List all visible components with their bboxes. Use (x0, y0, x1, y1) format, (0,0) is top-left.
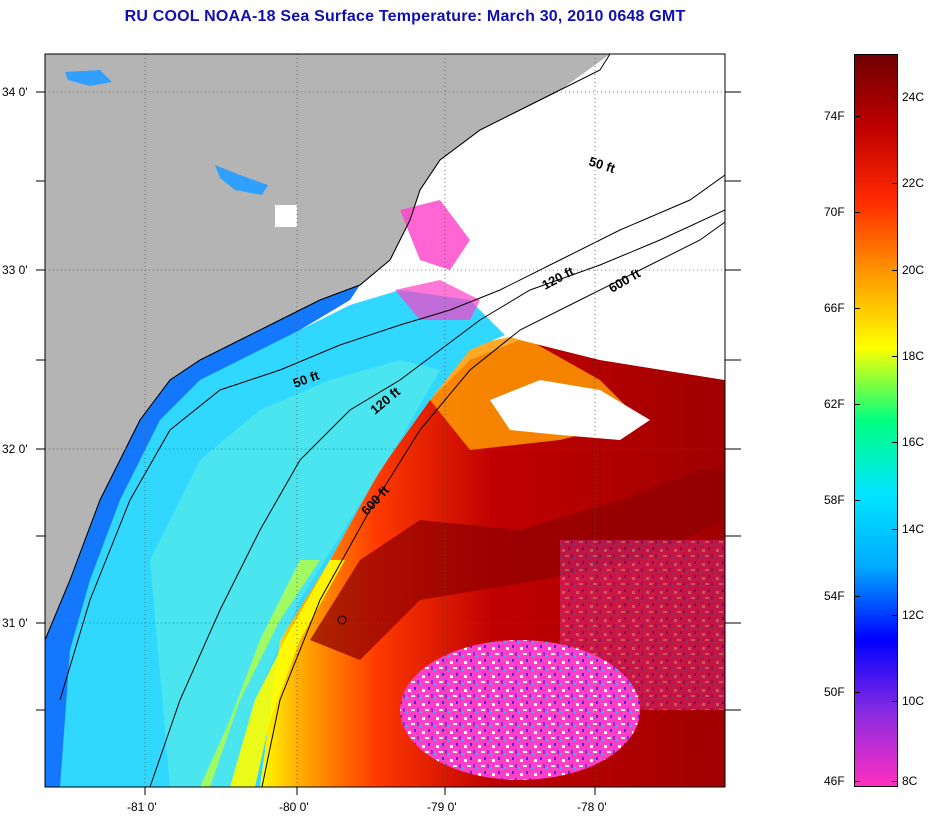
contour-50ft (59, 174, 725, 701)
colorbar-c-tick (892, 97, 898, 98)
colorbar-c-label: 8C (902, 774, 918, 788)
colorbar-f-tick (854, 596, 860, 597)
colorbar-f-label: 46F (824, 774, 845, 788)
colorbar (854, 54, 898, 787)
colorbar-c-tick (892, 269, 898, 271)
colorbar-c-label: 24C (902, 90, 925, 104)
colorbar-f-tick (854, 500, 860, 501)
lon-label-78: -78 0' (577, 800, 607, 814)
lon-label-81: -81 0' (127, 800, 157, 814)
colorbar-f-label: 50F (824, 685, 845, 699)
map-title: RU COOL NOAA-18 Sea Surface Temperature:… (124, 8, 686, 25)
colorbar-f-label: 58F (824, 493, 845, 507)
lat-label-34: 34 0' (2, 85, 28, 99)
lon-label-80: -80 0' (279, 800, 309, 814)
lon-label-79: -79 0' (427, 800, 457, 814)
colorbar-c-tick (892, 355, 898, 357)
colorbar-f-tick (854, 692, 860, 693)
colorbar-f-tick (854, 781, 860, 782)
colorbar-c-label: 22C (902, 176, 925, 191)
colorbar-f-label: 74F (824, 109, 845, 123)
transition-band (200, 560, 320, 787)
colorbar-c-tick (892, 701, 898, 703)
colorbar-f-tick (854, 308, 860, 309)
colorbar-c-tick (892, 781, 898, 782)
gulf-stream-core (310, 470, 725, 660)
colorbar-c-label: 12C (902, 607, 925, 622)
contour-120ft (149, 209, 725, 787)
colorbar-c-tick (892, 442, 898, 444)
colorbar-f-label: 66F (824, 301, 845, 315)
colorbar-f-tick (854, 404, 860, 405)
cloud-patch (490, 380, 650, 440)
lat-label-32: 32 0' (2, 442, 28, 456)
contour-600ft (261, 221, 725, 787)
colorbar-c-label: 18C (902, 348, 925, 363)
colorbar-c-label: 10C (902, 694, 925, 709)
colorbar-c-tick (892, 528, 898, 530)
colorbar-c-tick (892, 614, 898, 616)
colorbar-f-tick (854, 116, 860, 117)
colorbar-c-label: 16C (902, 435, 925, 450)
colorbar-f-tick (854, 212, 860, 213)
lat-label-33: 33 0' (2, 263, 28, 277)
colorbar-f-label: 70F (824, 205, 845, 219)
colorbar-f-label: 62F (824, 397, 845, 411)
colorbar-f-label: 54F (824, 589, 845, 603)
lat-label-31: 31 0' (2, 616, 28, 630)
colorbar-c-tick (892, 183, 898, 185)
colorbar-c-label: 20C (902, 262, 925, 277)
colorbar-c-label: 14C (902, 521, 925, 536)
